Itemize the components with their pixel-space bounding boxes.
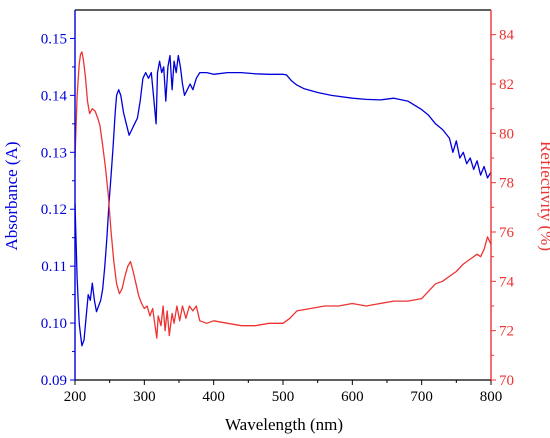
- left-tick-label: 0.13: [41, 145, 67, 161]
- right-tick-label: 84: [499, 28, 515, 44]
- right-tick-label: 78: [499, 176, 514, 192]
- x-tick-label: 600: [341, 389, 364, 405]
- left-axis-label: Absorbance (A): [2, 141, 21, 250]
- x-tick-label: 200: [64, 389, 87, 405]
- right-tick-label: 70: [499, 373, 514, 389]
- x-tick-label: 700: [410, 389, 433, 405]
- left-tick-label: 0.14: [41, 88, 68, 104]
- left-tick-label: 0.12: [41, 202, 67, 218]
- plot-frame: [74, 9, 492, 381]
- right-axis-ticks: 70 72 74 76 78 80 82 84: [491, 28, 515, 389]
- x-tick-label: 500: [272, 389, 295, 405]
- right-tick-label: 74: [499, 274, 515, 290]
- right-tick-label: 82: [499, 77, 514, 93]
- x-axis-label: Wavelength (nm): [225, 415, 343, 434]
- right-tick-label: 76: [499, 225, 515, 241]
- left-axis-ticks: 0.09 0.10 0.11 0.12 0.13 0.14 0.15: [41, 31, 75, 389]
- left-tick-label: 0.11: [41, 259, 67, 275]
- absorbance-line: [74, 54, 492, 347]
- x-tick-label: 300: [133, 389, 156, 405]
- x-tick-label: 400: [202, 389, 225, 405]
- right-tick-label: 72: [499, 324, 514, 340]
- plot-lines: [74, 51, 492, 347]
- left-tick-label: 0.10: [41, 316, 67, 332]
- right-tick-label: 80: [499, 126, 514, 142]
- left-tick-label: 0.15: [41, 31, 67, 47]
- right-axis-label: Reflectivity (%): [537, 141, 550, 251]
- x-axis-ticks: 200 300 400 500 600 700 800: [64, 380, 503, 405]
- reflectivity-line: [74, 51, 492, 339]
- left-tick-label: 0.09: [41, 373, 67, 389]
- x-tick-label: 800: [480, 389, 503, 405]
